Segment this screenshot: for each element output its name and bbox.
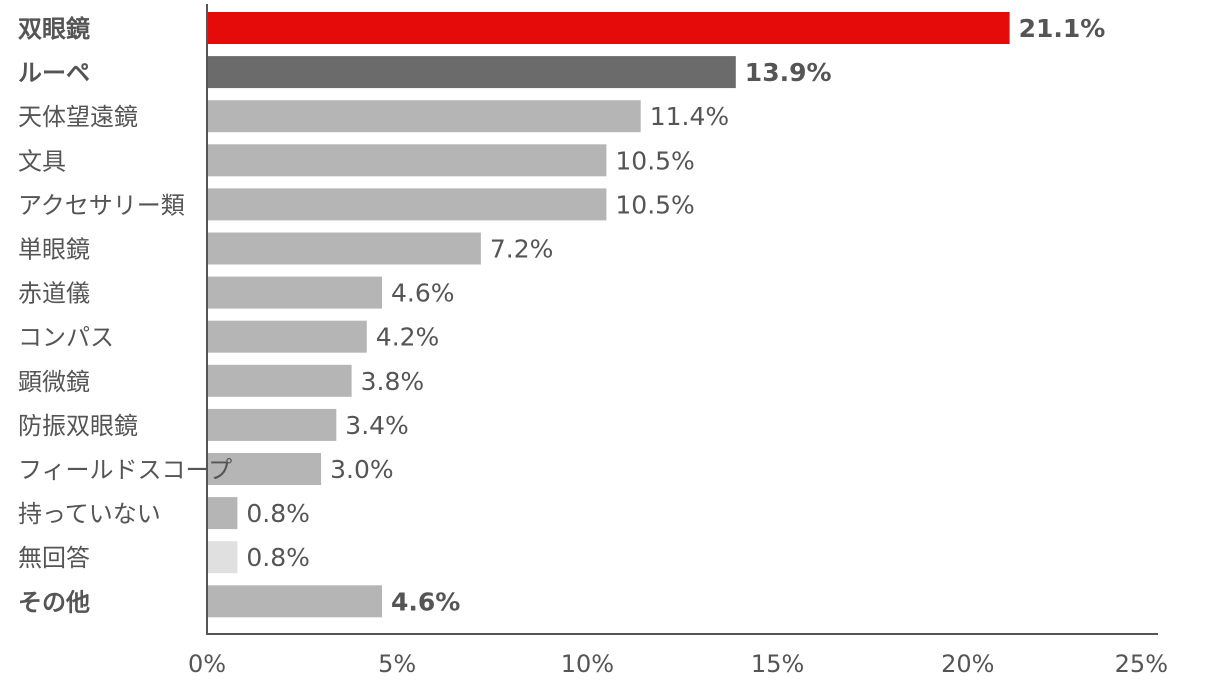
bar xyxy=(207,100,641,133)
category-label: その他 xyxy=(18,588,90,616)
bar xyxy=(207,12,1010,44)
x-tick-label: 10% xyxy=(561,650,614,678)
category-label: 天体望遠鏡 xyxy=(18,103,138,131)
value-label: 10.5% xyxy=(615,190,694,219)
x-tick-label: 5% xyxy=(378,650,416,678)
value-label: 3.4% xyxy=(345,411,409,440)
x-tick-label: 0% xyxy=(188,650,226,678)
category-label: ルーペ xyxy=(18,59,90,87)
x-tick-label: 25% xyxy=(1115,650,1168,678)
category-label: 防振双眼鏡 xyxy=(18,412,138,440)
value-label: 7.2% xyxy=(490,235,554,264)
category-label: アクセサリー類 xyxy=(18,191,185,219)
value-label: 3.8% xyxy=(361,367,425,396)
bar xyxy=(207,585,382,618)
value-label: 3.0% xyxy=(330,455,394,484)
x-tick-label: 20% xyxy=(941,650,994,678)
category-label: 文具 xyxy=(18,147,66,175)
category-label: 無回答 xyxy=(18,544,90,572)
bar xyxy=(207,188,607,221)
bar xyxy=(207,364,352,397)
category-label: 持っていない xyxy=(18,500,161,528)
value-label: 0.8% xyxy=(246,499,310,528)
category-label: 赤道儀 xyxy=(18,280,90,308)
bar xyxy=(207,232,481,265)
category-label: 顕微鏡 xyxy=(18,368,90,396)
bar xyxy=(207,276,382,309)
value-label: 4.6% xyxy=(391,279,455,308)
category-label: コンパス xyxy=(18,324,114,352)
value-label: 4.2% xyxy=(376,323,440,352)
bar xyxy=(207,497,238,530)
category-label: 単眼鏡 xyxy=(18,236,90,264)
category-label: 双眼鏡 xyxy=(18,15,90,43)
value-label: 11.4% xyxy=(650,102,729,131)
category-label: フィールドスコープ xyxy=(18,456,232,484)
value-label: 13.9% xyxy=(745,58,832,87)
x-tick-label: 15% xyxy=(751,650,804,678)
bar xyxy=(207,56,736,89)
bar xyxy=(207,453,322,485)
bar xyxy=(207,408,337,441)
value-label: 21.1% xyxy=(1019,14,1106,43)
bar xyxy=(207,541,238,574)
value-label: 10.5% xyxy=(615,146,694,175)
bar xyxy=(207,320,367,353)
value-label: 4.6% xyxy=(391,587,460,616)
value-label: 0.8% xyxy=(246,543,310,572)
bar xyxy=(207,144,607,177)
